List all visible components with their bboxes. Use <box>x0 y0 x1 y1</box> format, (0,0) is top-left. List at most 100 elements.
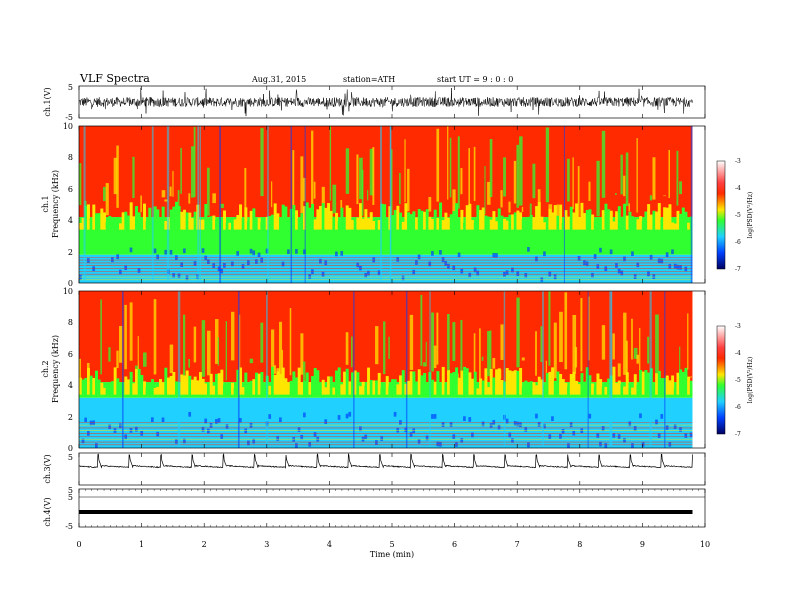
ch2-spectrogram-edge <box>335 370 339 395</box>
ch1-colorbar <box>716 160 726 270</box>
ch2-spectrogram-speckle <box>511 438 514 443</box>
ch1-waveform-trace <box>78 87 693 117</box>
ch2-spectrogram-edge <box>220 369 224 395</box>
ch2-spectrogram-edge <box>425 386 429 395</box>
ch1-spectrogram-edge <box>103 212 106 230</box>
ch1-spectrogram-edge <box>676 210 680 230</box>
ch2-spectrogram-edge <box>356 372 360 395</box>
ch1-spectrogram-edge <box>220 223 224 230</box>
ch1-spectrogram-burst <box>380 126 382 283</box>
ch2-spectrogram-edge <box>111 381 114 395</box>
ch2-spectrogram-speckle <box>89 420 93 426</box>
ch1-spectrogram-streak <box>487 181 491 205</box>
ch1-spectrogram-speckle <box>156 254 160 260</box>
ch1-spectrogram-speckle <box>367 270 370 276</box>
ch2-spectrogram-speckle <box>524 427 528 432</box>
ch2-spectrogram-burst <box>649 291 652 448</box>
ch1-spectrogram-streak <box>188 193 191 204</box>
ch1-spectrogram-edge <box>268 216 272 230</box>
ch2-spectrogram-edge <box>324 387 328 395</box>
ch2-spectrogram-edge <box>217 373 221 395</box>
ch1-spectrogram-speckle <box>335 251 338 257</box>
ch1-spectrogram-streak <box>391 149 393 215</box>
ch2-spectrogram-speckle <box>561 429 565 434</box>
figure-title: VLF Spectra <box>79 72 150 85</box>
ch1-spectrogram-streak <box>177 190 180 208</box>
ch2-spectrogram-edge <box>191 379 194 395</box>
ch1-spectrogram-edge <box>641 220 645 230</box>
ch1-spectrogram-speckle <box>623 256 626 262</box>
ch1-spectrogram-edge <box>561 223 565 230</box>
ch1-spectrogram-edge <box>137 212 141 230</box>
ch1-spectrogram-speckle <box>359 265 362 271</box>
ch1-spectrogram-streak <box>311 130 314 206</box>
ch1-spectrogram-edge <box>135 206 138 230</box>
ch1-spectrogram-edge <box>497 208 501 230</box>
ch2-spectrogram-streak <box>153 299 157 375</box>
ch2-spectrogram-speckle <box>537 422 541 427</box>
ch1-spectrogram-edge <box>649 214 653 230</box>
ch1-spectrogram-edge <box>276 213 280 230</box>
ch1-spectrogram-speckle <box>249 248 253 254</box>
ch2-spectrogram-edge <box>148 386 152 395</box>
ch1-spectrogram-speckle <box>223 263 226 268</box>
ch2-spectrogram-speckle <box>425 435 429 441</box>
ch1-spectrogram-edge <box>308 207 312 230</box>
ch2-spectrogram-burst <box>429 291 431 448</box>
ch1-spectrogram-streak <box>545 127 550 203</box>
ch1-spectrogram-speckle <box>220 268 224 274</box>
ch1-spectrogram-speckle <box>527 247 530 252</box>
ch1-spectrogram-edge <box>209 216 213 230</box>
ch1-spectrogram-edge <box>337 221 341 230</box>
ch2-spectrogram-edge <box>327 376 331 395</box>
ch2-cbtick-m4: -4 <box>735 350 741 357</box>
ch1-spectrogram-edge <box>343 217 347 230</box>
ch2-spectrogram-streak <box>433 345 437 369</box>
ch2-spectrogram-streak <box>559 311 563 363</box>
xtick-9: 9 <box>640 540 645 549</box>
ch1-spectrogram-edge <box>193 211 197 230</box>
ch2-spectrogram-edge <box>279 373 283 395</box>
ch2-spectrogram-edge <box>652 382 656 395</box>
ch2-spectrogram-streak <box>588 296 590 361</box>
ch1-spectrogram-edge <box>225 222 229 230</box>
ch1-spectrogram-edge <box>252 208 256 230</box>
ch2-spectrogram-streak <box>116 350 119 369</box>
ch2-spectrogram-edge <box>449 373 453 395</box>
ch1-spectrogram-edge <box>556 215 560 230</box>
ch2-spectrogram-edge <box>441 366 445 395</box>
ch2-spectrogram-streak <box>193 326 197 363</box>
ch2-spectrogram-edge <box>321 379 325 395</box>
ch1-spectrogram-edge <box>465 205 469 230</box>
ch2-spectrogram-streak <box>487 331 491 377</box>
ch1-spectrogram-edge <box>532 217 536 230</box>
ch1-spectrogram-edge <box>545 223 549 230</box>
ch2-spectrogram-edge <box>199 372 202 395</box>
ch2-spectrogram-edge <box>183 375 186 395</box>
ch2-spectrogram-edge <box>401 370 405 395</box>
ch2-spectrogram-burst <box>664 291 666 448</box>
ch2-spectrogram-edge <box>295 377 299 395</box>
ch2-spectrogram-speckle <box>641 442 645 447</box>
ch1-spectrogram-speckle <box>652 274 656 280</box>
ch2-spectrogram-speckle <box>668 441 672 447</box>
ch2-spectrogram-edge <box>281 367 285 395</box>
ch2-spectrogram-speckle <box>300 434 304 440</box>
ch2-spectrogram-edge <box>383 388 387 395</box>
ch1-spectrogram-edge <box>644 211 648 230</box>
ch1-spectrogram-edge <box>431 218 435 230</box>
ch2-spectrogram-burst <box>609 291 612 448</box>
ch1-spectrogram-edge <box>369 212 373 230</box>
ch1-colorbar-label: log(PSD(V²/Hz) <box>747 192 754 239</box>
ch2-spectrogram-speckle <box>679 427 682 432</box>
ch1-spectrogram-speckle <box>673 263 677 269</box>
ch2-spectrogram-speckle <box>209 423 213 428</box>
ch2-spectrogram-edge <box>212 385 216 395</box>
ch2-spectrogram-edge <box>505 367 509 395</box>
ch1-spectrogram-speckle <box>111 257 114 263</box>
ch2-spectrogram-edge <box>319 384 323 395</box>
ch2-spectrogram-edge <box>241 387 245 395</box>
ch1-spectrogram-edge <box>457 219 461 230</box>
ch1-spectrogram-speckle <box>657 258 661 264</box>
ch1-spectrogram-edge <box>271 214 275 230</box>
